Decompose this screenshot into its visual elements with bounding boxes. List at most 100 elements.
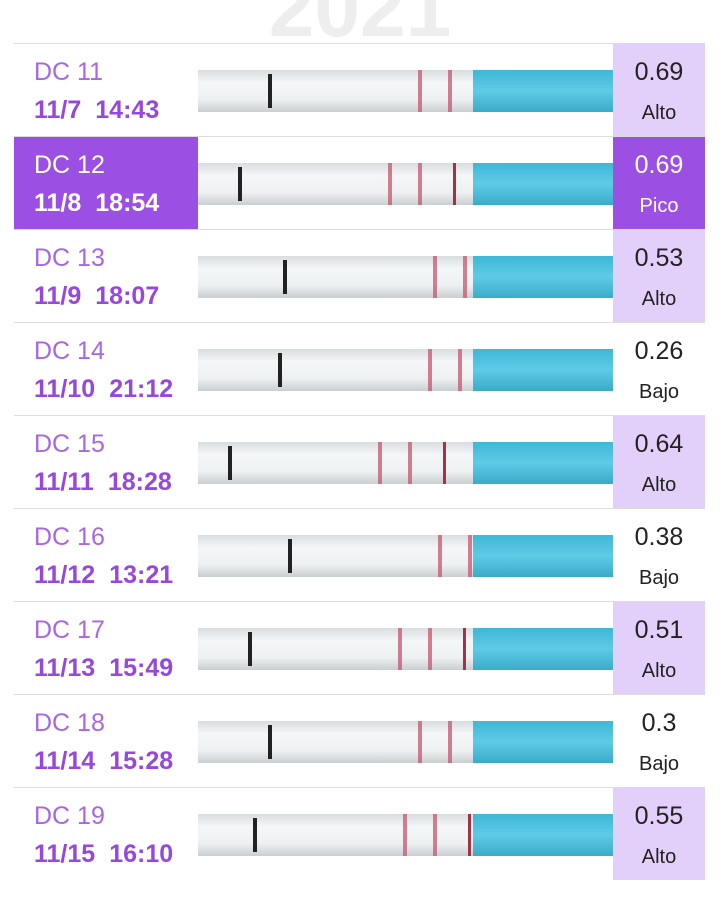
test-row[interactable]: DC 15 11/11 18:28 0.64 Alto xyxy=(14,415,705,508)
lh-ratio: 0.69 xyxy=(634,151,684,179)
strip-handle xyxy=(473,814,613,856)
test-line xyxy=(458,349,462,391)
test-row[interactable]: DC 16 11/12 13:21 0.38 Bajo xyxy=(14,508,705,601)
strip-handle xyxy=(473,442,613,484)
day-cell: DC 12 11/8 18:54 xyxy=(14,137,198,229)
test-row[interactable]: DC 14 11/10 21:12 0.26 Bajo xyxy=(14,322,705,415)
strip-edge xyxy=(443,442,446,484)
test-row[interactable]: DC 12 11/8 18:54 0.69 Pico xyxy=(14,136,705,229)
time: 14:43 xyxy=(95,96,160,124)
control-line xyxy=(438,535,442,577)
strip-handle xyxy=(473,535,613,577)
lh-status: Alto xyxy=(641,102,677,124)
test-line xyxy=(448,721,452,763)
time: 18:28 xyxy=(107,468,172,496)
cycle-day: DC 13 xyxy=(34,244,105,272)
test-row[interactable]: DC 17 11/13 15:49 0.51 Alto xyxy=(14,601,705,694)
strip-marker xyxy=(268,74,272,108)
time: 18:07 xyxy=(95,282,160,310)
test-row[interactable]: DC 11 11/7 14:43 0.69 Alto xyxy=(14,43,705,136)
lh-status: Alto xyxy=(641,846,677,868)
test-strip-photo xyxy=(198,256,613,298)
lh-status: Alto xyxy=(641,660,677,682)
date: 11/13 xyxy=(34,654,96,682)
strip-handle xyxy=(473,256,613,298)
test-strip-photo xyxy=(198,721,613,763)
strip-marker xyxy=(288,539,292,573)
lh-ratio: 0.64 xyxy=(634,430,684,458)
strip-edge xyxy=(463,628,466,670)
lh-ratio: 0.26 xyxy=(634,337,684,365)
year-header: 2021 xyxy=(268,0,452,54)
test-line xyxy=(433,814,437,856)
day-cell: DC 19 11/15 16:10 xyxy=(14,788,198,880)
lh-ratio: 0.69 xyxy=(634,58,684,86)
test-row[interactable]: DC 13 11/9 18:07 0.53 Alto xyxy=(14,229,705,322)
value-cell: 0.55 Alto xyxy=(613,788,705,880)
lh-ratio: 0.3 xyxy=(641,709,677,737)
strip-edge xyxy=(468,814,471,856)
strip-marker xyxy=(283,260,287,294)
date-time: 11/12 13:21 xyxy=(34,561,173,590)
day-cell: DC 16 11/12 13:21 xyxy=(14,509,198,601)
test-list: DC 11 11/7 14:43 0.69 Alto DC 12 11/8 18:54 0.69… xyxy=(14,43,705,880)
test-strip-photo xyxy=(198,535,613,577)
control-line xyxy=(428,349,432,391)
time: 15:28 xyxy=(109,747,174,775)
strip-handle xyxy=(473,628,613,670)
date: 11/8 xyxy=(34,189,82,217)
strip-marker xyxy=(278,353,282,387)
strip-edge xyxy=(453,163,456,205)
control-line xyxy=(398,628,402,670)
test-strip-photo xyxy=(198,70,613,112)
cycle-day: DC 17 xyxy=(34,616,105,644)
control-line xyxy=(403,814,407,856)
time: 16:10 xyxy=(109,840,174,868)
lh-status: Bajo xyxy=(638,567,680,589)
value-cell: 0.69 Pico xyxy=(613,137,705,229)
date: 11/14 xyxy=(34,747,96,775)
lh-status: Pico xyxy=(639,195,679,217)
value-cell: 0.26 Bajo xyxy=(613,323,705,415)
strip-handle xyxy=(473,349,613,391)
cycle-day: DC 11 xyxy=(34,58,104,86)
strip-marker xyxy=(238,167,242,201)
date-time: 11/14 15:28 xyxy=(34,747,173,776)
date: 11/10 xyxy=(34,375,96,403)
test-line xyxy=(448,70,452,112)
value-cell: 0.3 Bajo xyxy=(613,695,705,787)
day-cell: DC 14 11/10 21:12 xyxy=(14,323,198,415)
date-time: 11/15 16:10 xyxy=(34,840,173,869)
test-strip-photo xyxy=(198,814,613,856)
date: 11/15 xyxy=(34,840,96,868)
strip-marker xyxy=(248,632,252,666)
cycle-day: DC 19 xyxy=(34,802,105,830)
day-cell: DC 11 11/7 14:43 xyxy=(14,44,198,136)
date-time: 11/7 14:43 xyxy=(34,96,159,125)
time: 21:12 xyxy=(109,375,174,403)
date-time: 11/8 18:54 xyxy=(34,189,159,218)
lh-status: Alto xyxy=(641,474,677,496)
date: 11/12 xyxy=(34,561,96,589)
cycle-day: DC 16 xyxy=(34,523,105,551)
strip-handle xyxy=(473,721,613,763)
control-line xyxy=(418,721,422,763)
lh-status: Bajo xyxy=(638,753,680,775)
date: 11/11 xyxy=(34,468,94,496)
test-line xyxy=(463,256,467,298)
day-cell: DC 17 11/13 15:49 xyxy=(14,602,198,694)
value-cell: 0.53 Alto xyxy=(613,230,705,322)
lh-ratio: 0.53 xyxy=(634,244,684,272)
test-line xyxy=(428,628,432,670)
strip-marker xyxy=(253,818,257,852)
lh-status: Alto xyxy=(641,288,677,310)
test-strip-photo xyxy=(198,628,613,670)
control-line xyxy=(378,442,382,484)
cycle-day: DC 18 xyxy=(34,709,105,737)
control-line xyxy=(388,163,392,205)
test-row[interactable]: DC 19 11/15 16:10 0.55 Alto xyxy=(14,787,705,880)
test-row[interactable]: DC 18 11/14 15:28 0.3 Bajo xyxy=(14,694,705,787)
day-cell: DC 13 11/9 18:07 xyxy=(14,230,198,322)
cycle-day: DC 14 xyxy=(34,337,105,365)
